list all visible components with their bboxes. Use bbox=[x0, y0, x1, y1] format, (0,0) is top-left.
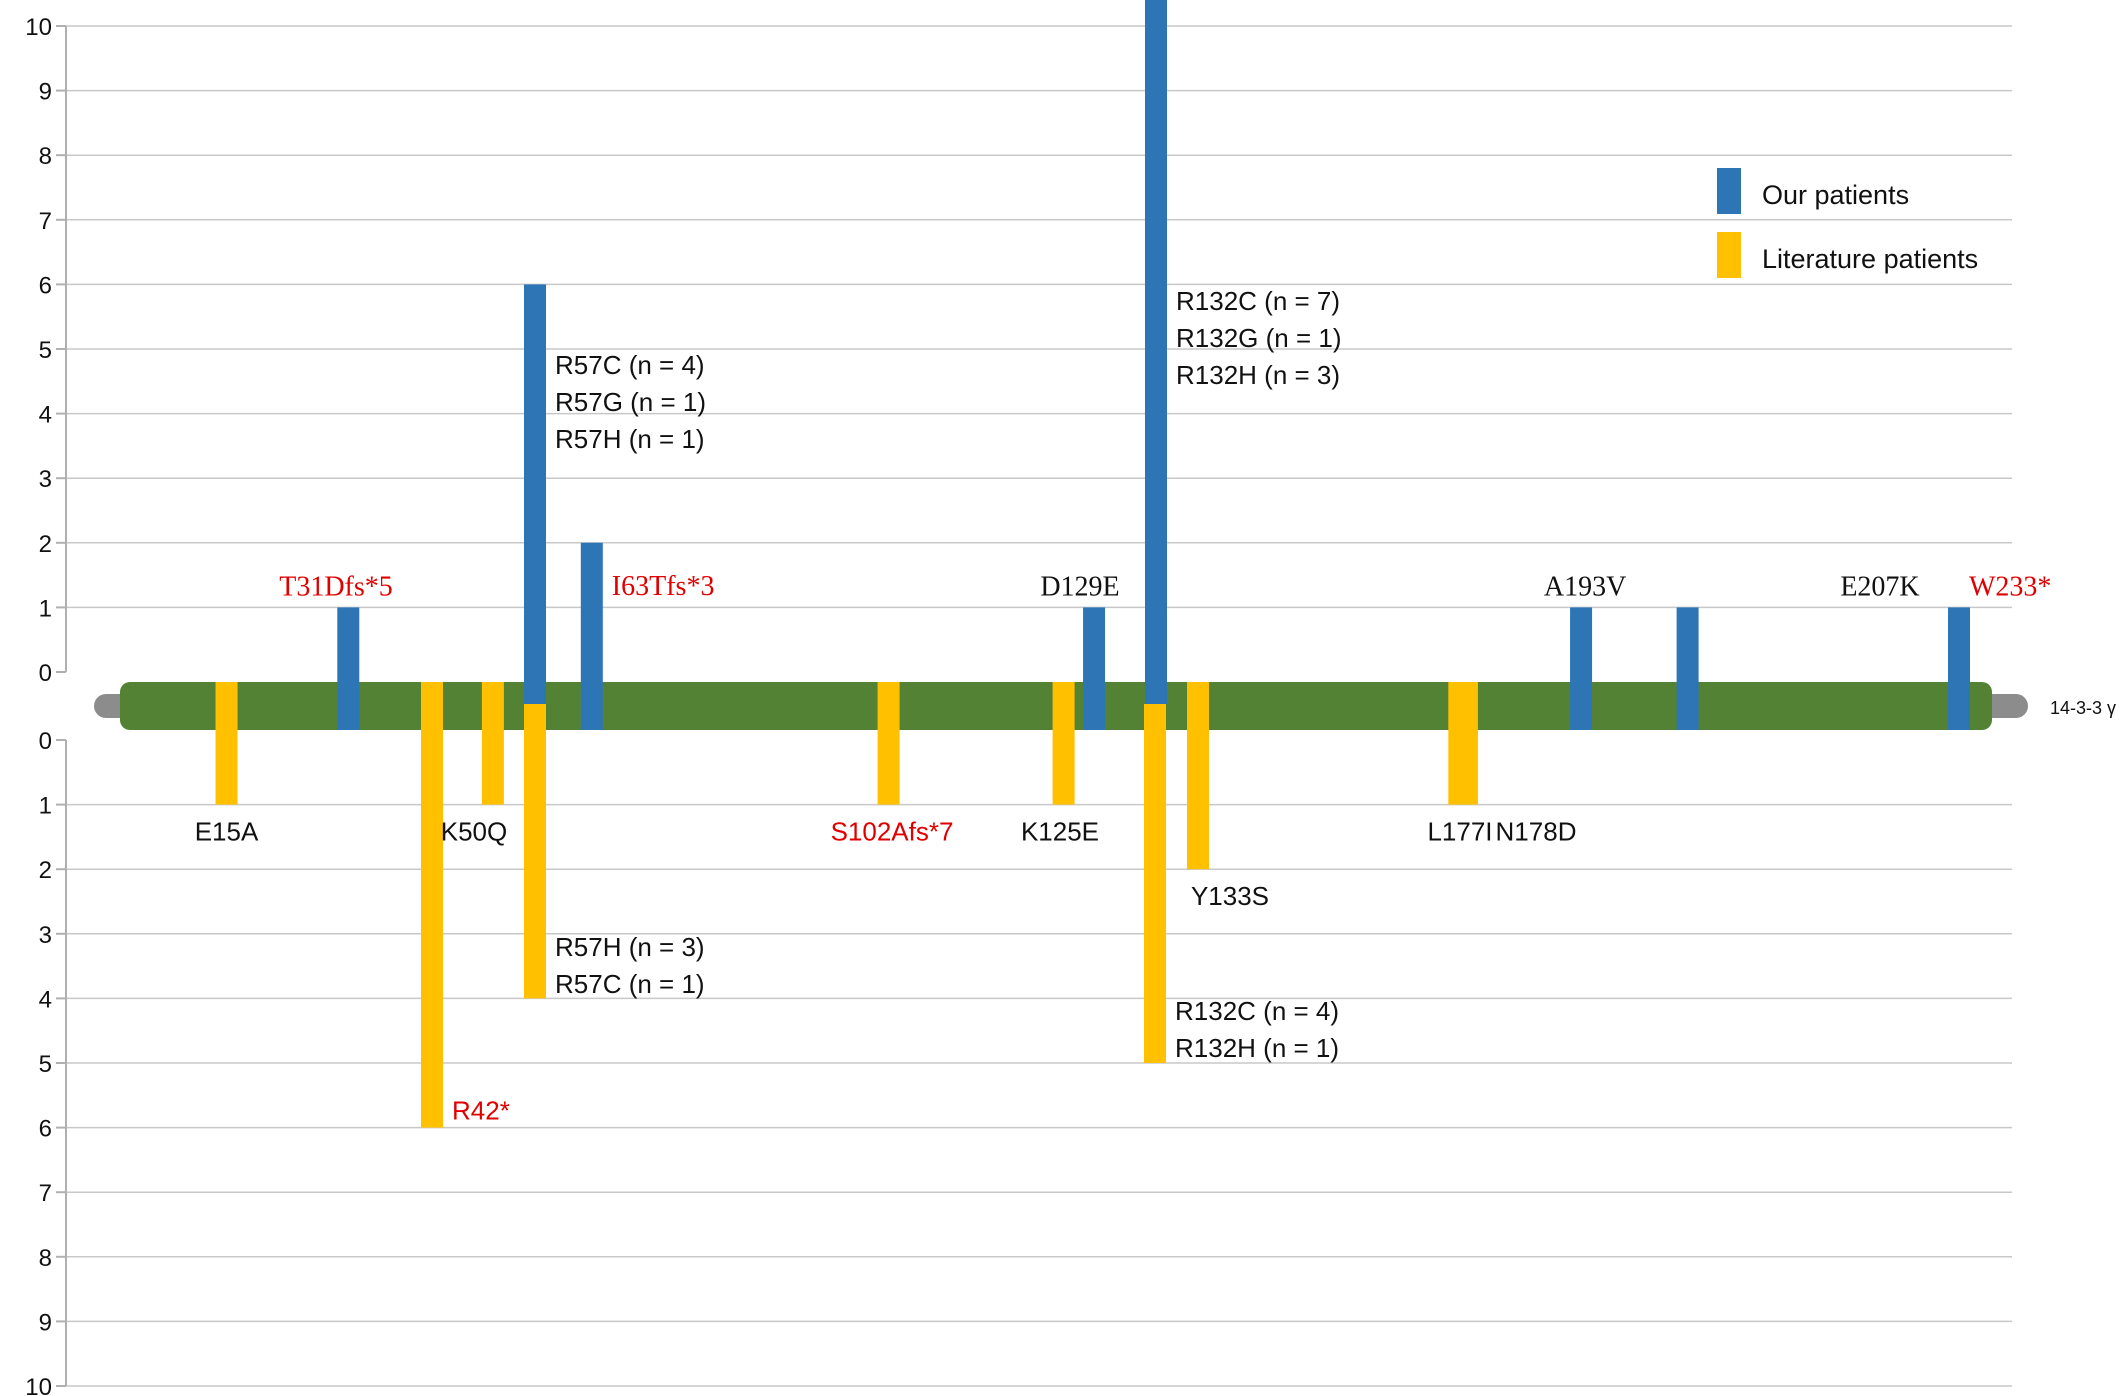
y-tick-label-upper: 6 bbox=[39, 272, 52, 299]
bar-literature-patients bbox=[524, 704, 546, 999]
legend-swatch bbox=[1717, 168, 1741, 214]
y-tick-label-lower: 8 bbox=[39, 1245, 52, 1272]
label-layer: T31Dfs*5 R57C (n = 4) R57G (n = 1) R57H (n … bbox=[195, 286, 2052, 1126]
bar-literature-patients bbox=[1052, 682, 1075, 805]
bar-label: Y133S bbox=[1191, 881, 1269, 911]
bar-label: A193V bbox=[1544, 571, 1626, 602]
bar-label: L177I bbox=[1427, 817, 1492, 847]
bar-label: K125E bbox=[1021, 817, 1099, 847]
y-tick-label-upper: 2 bbox=[39, 531, 52, 558]
y-tick-label-lower: 0 bbox=[39, 728, 52, 755]
bar-layer bbox=[215, 0, 1970, 1128]
y-tick-label-upper: 4 bbox=[39, 402, 52, 429]
bar-literature-patients bbox=[1455, 682, 1478, 805]
y-tick-label-upper: 1 bbox=[39, 595, 52, 622]
y-tick-label-upper: 0 bbox=[39, 660, 52, 687]
y-tick-label-lower: 6 bbox=[39, 1116, 52, 1143]
bar-literature-patients bbox=[1144, 704, 1166, 1063]
bar-label: E15A bbox=[195, 817, 259, 847]
variant-count-label: R57C (n = 1) bbox=[555, 969, 705, 999]
variant-count-label: R57C (n = 4) bbox=[555, 350, 705, 380]
legend: Our patients Literature patients bbox=[1717, 168, 1978, 278]
bar-label: I63Tfs*3 bbox=[612, 571, 715, 602]
y-tick-label-upper: 5 bbox=[39, 337, 52, 364]
bar-our-patients bbox=[1083, 607, 1106, 730]
variant-count-label: R57H (n = 3) bbox=[555, 932, 705, 962]
bar-label: S102Afs*7 bbox=[831, 817, 954, 847]
bar-label: N178D bbox=[1496, 817, 1577, 847]
bar-label: D129E bbox=[1040, 571, 1119, 602]
bar-our-patients bbox=[1145, 0, 1167, 704]
bar-label: R42* bbox=[452, 1096, 510, 1126]
legend-label: Our patients bbox=[1762, 180, 1909, 210]
variant-count-label: R132H (n = 3) bbox=[1176, 360, 1340, 390]
bar-our-patients bbox=[524, 284, 546, 704]
bar-our-patients bbox=[580, 542, 603, 730]
bar-label: T31Dfs*5 bbox=[279, 571, 393, 602]
y-tick-label-upper: 3 bbox=[39, 466, 52, 493]
y-tick-label-lower: 10 bbox=[25, 1374, 52, 1396]
protein-label: 14-3-3 γ bbox=[2050, 698, 2116, 718]
bar-literature-patients bbox=[481, 682, 504, 805]
legend-label: Literature patients bbox=[1762, 244, 1978, 274]
y-tick-label-upper: 10 bbox=[25, 14, 52, 41]
bar-label: E207K bbox=[1840, 571, 1919, 602]
y-tick-label-upper: 8 bbox=[39, 143, 52, 170]
bar-literature-patients bbox=[421, 682, 443, 1128]
variant-count-label: R57H (n = 1) bbox=[555, 424, 705, 454]
y-tick-label-upper: 7 bbox=[39, 208, 52, 235]
y-tick-label-lower: 9 bbox=[39, 1309, 52, 1336]
bar-our-patients bbox=[337, 607, 360, 730]
variant-count-label: R132C (n = 4) bbox=[1175, 996, 1339, 1026]
y-tick-label-lower: 5 bbox=[39, 1051, 52, 1078]
bar-label: W233* bbox=[1969, 571, 2051, 602]
bar-literature-patients bbox=[877, 682, 900, 805]
variant-count-label: R132G (n = 1) bbox=[1176, 323, 1341, 353]
y-tick-label-lower: 3 bbox=[39, 922, 52, 949]
y-tick-label-lower: 1 bbox=[39, 793, 52, 820]
variant-count-label: R132C (n = 7) bbox=[1176, 286, 1340, 316]
bar-literature-patients bbox=[1187, 682, 1209, 870]
bar-our-patients bbox=[1676, 607, 1699, 730]
bar-our-patients bbox=[1570, 607, 1593, 730]
y-tick-label-upper: 9 bbox=[39, 79, 52, 106]
bar-label: K50Q bbox=[441, 817, 508, 847]
bar-literature-patients bbox=[215, 682, 238, 805]
grid-layer bbox=[66, 25, 2012, 1387]
bar-our-patients bbox=[1948, 607, 1970, 730]
y-tick-label-lower: 4 bbox=[39, 986, 52, 1013]
legend-swatch bbox=[1717, 232, 1741, 278]
variant-count-label: R57G (n = 1) bbox=[555, 387, 706, 417]
axis-layer: 0 1 2 3 4 5 6 7 8 9 10 0 1 2 3 4 5 6 7 8 9 10 bbox=[25, 14, 67, 1396]
y-tick-label-lower: 2 bbox=[39, 857, 52, 884]
y-tick-label-lower: 7 bbox=[39, 1180, 52, 1207]
variant-count-label: R132H (n = 1) bbox=[1175, 1033, 1339, 1063]
